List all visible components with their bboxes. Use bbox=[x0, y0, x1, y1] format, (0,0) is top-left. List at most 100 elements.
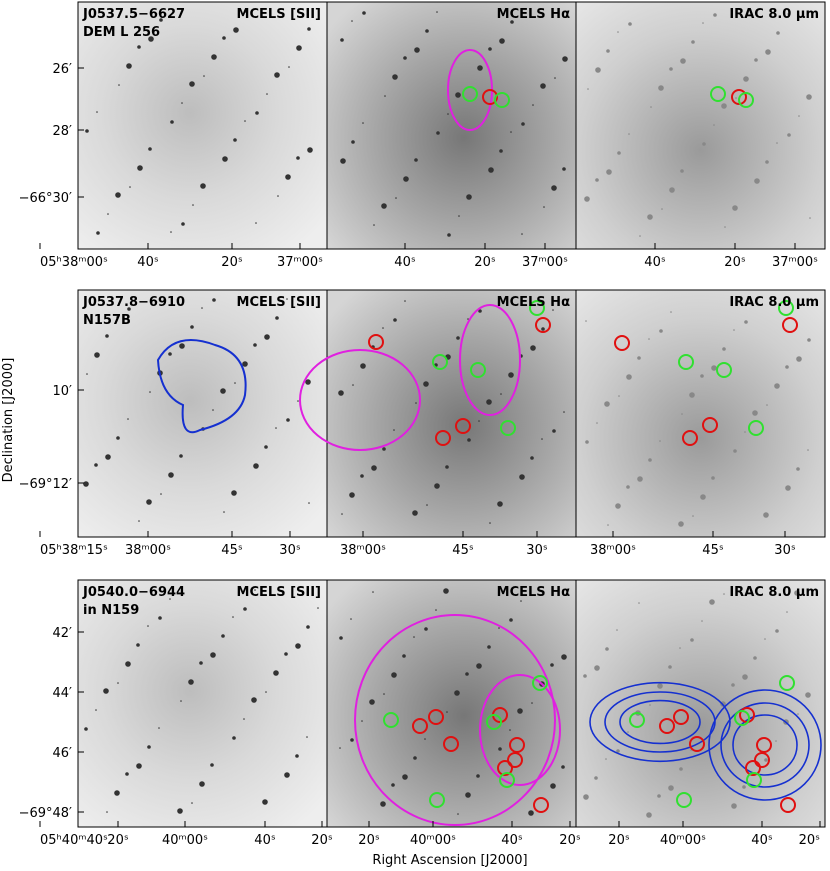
star bbox=[510, 20, 514, 24]
star bbox=[543, 206, 545, 208]
star bbox=[148, 36, 154, 42]
star bbox=[447, 233, 451, 237]
star bbox=[711, 365, 717, 371]
star bbox=[679, 767, 683, 771]
source-marker bbox=[756, 737, 772, 753]
star bbox=[253, 343, 257, 347]
contour bbox=[156, 339, 247, 434]
star bbox=[605, 647, 609, 651]
star bbox=[776, 31, 780, 35]
star bbox=[646, 812, 652, 818]
star bbox=[742, 674, 748, 680]
star bbox=[273, 670, 279, 676]
star bbox=[86, 373, 88, 375]
star bbox=[669, 67, 673, 71]
star bbox=[498, 747, 502, 751]
contour bbox=[354, 614, 556, 826]
star bbox=[138, 520, 140, 522]
star bbox=[721, 103, 727, 109]
star bbox=[528, 810, 534, 816]
x-tick-label: 05ʰ40ᵐ40ˢ bbox=[40, 833, 108, 848]
star bbox=[244, 120, 246, 122]
star bbox=[136, 643, 140, 647]
star bbox=[414, 47, 420, 53]
star bbox=[339, 747, 341, 749]
band-label: MCELS [SII] bbox=[237, 7, 321, 22]
object-label: in N159 bbox=[83, 603, 139, 618]
star bbox=[223, 511, 225, 513]
star bbox=[222, 156, 228, 162]
star bbox=[234, 382, 236, 384]
star bbox=[137, 45, 141, 49]
source-marker bbox=[482, 89, 498, 105]
source-marker bbox=[779, 675, 795, 691]
star bbox=[297, 400, 299, 402]
star bbox=[617, 151, 621, 155]
star bbox=[488, 167, 494, 173]
x-tick-label: 20ˢ bbox=[474, 255, 496, 270]
star bbox=[445, 465, 449, 469]
source-marker bbox=[443, 736, 459, 752]
x-tick-label: 05ʰ38ᵐ00ˢ bbox=[40, 255, 108, 270]
image-panel bbox=[326, 1, 577, 250]
star bbox=[391, 783, 395, 787]
star bbox=[199, 781, 205, 787]
star bbox=[136, 763, 142, 769]
star bbox=[447, 113, 449, 115]
star bbox=[288, 66, 290, 68]
star bbox=[562, 167, 566, 171]
star bbox=[231, 490, 237, 496]
star bbox=[360, 363, 366, 369]
star bbox=[351, 140, 355, 144]
star bbox=[765, 160, 769, 164]
star bbox=[763, 512, 769, 518]
star bbox=[806, 94, 812, 100]
star bbox=[776, 142, 778, 144]
star bbox=[594, 665, 600, 671]
star bbox=[690, 638, 694, 642]
x-tick-label: 05ʰ38ᵐ15ˢ bbox=[40, 543, 108, 558]
star bbox=[561, 765, 565, 769]
star bbox=[243, 607, 247, 611]
star bbox=[147, 745, 151, 749]
star bbox=[84, 727, 88, 731]
star bbox=[531, 702, 533, 704]
star bbox=[317, 607, 319, 609]
star bbox=[465, 792, 471, 798]
star bbox=[338, 390, 344, 396]
band-label: MCELS Hα bbox=[497, 585, 570, 600]
star bbox=[391, 672, 397, 678]
star bbox=[618, 395, 620, 397]
star bbox=[637, 476, 643, 482]
contour bbox=[479, 674, 561, 786]
star bbox=[147, 625, 149, 627]
star bbox=[221, 634, 225, 638]
star bbox=[264, 334, 270, 340]
star bbox=[243, 718, 245, 720]
star bbox=[307, 147, 313, 153]
x-tick-label: 20ˢ bbox=[724, 255, 746, 270]
star bbox=[85, 9, 87, 11]
star bbox=[669, 187, 675, 193]
star bbox=[233, 138, 237, 142]
star bbox=[371, 465, 377, 471]
star bbox=[583, 794, 589, 800]
star bbox=[668, 785, 674, 791]
star bbox=[210, 763, 214, 767]
star bbox=[413, 756, 417, 760]
source-marker bbox=[678, 354, 694, 370]
star bbox=[413, 636, 415, 638]
star bbox=[233, 27, 239, 33]
star bbox=[754, 178, 760, 184]
star bbox=[519, 474, 525, 480]
star bbox=[203, 75, 205, 77]
source-marker bbox=[748, 420, 764, 436]
star bbox=[94, 352, 100, 358]
star bbox=[369, 699, 375, 705]
source-marker bbox=[368, 334, 384, 350]
star bbox=[605, 758, 607, 760]
field-label: J0537.8−6910 bbox=[82, 295, 185, 310]
star bbox=[414, 158, 418, 162]
contour bbox=[619, 699, 701, 745]
star bbox=[403, 56, 407, 60]
